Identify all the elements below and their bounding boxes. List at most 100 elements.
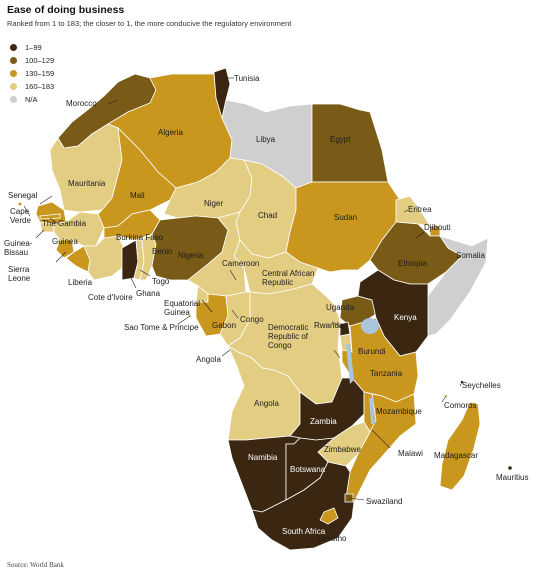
label-comoros: Comoros — [444, 401, 476, 410]
label-sao-tome: Sao Tome & Principe — [124, 323, 199, 332]
country-cape-verde[interactable] — [18, 202, 22, 206]
country-somalia[interactable] — [427, 235, 489, 337]
label-sierra-leone: Sierra Leone — [8, 265, 31, 283]
label-line: Republic of — [268, 332, 309, 341]
label-togo: Togo — [152, 277, 170, 286]
legend-item-100-129: 100–129 — [10, 54, 54, 67]
label-line: Cape — [10, 207, 30, 216]
legend-item-1-99: 1–99 — [10, 41, 54, 54]
country-sierra-leone[interactable] — [55, 239, 75, 259]
legend-item-130-159: 130–159 — [10, 67, 54, 80]
label-line: Sierra — [8, 265, 30, 274]
label-sudan: Sudan — [334, 213, 357, 222]
label-rwanda: Rwanda — [314, 321, 344, 330]
country-lesotho[interactable] — [319, 507, 339, 525]
source-note: Source: World Bank — [7, 561, 64, 569]
legend-item-na: N/A — [10, 93, 54, 106]
label-ghana: Ghana — [136, 289, 161, 298]
label-line: Republic — [262, 278, 293, 287]
country-the-gambia[interactable] — [39, 213, 61, 220]
label-kenya: Kenya — [394, 313, 417, 322]
label-mauritania: Mauritania — [68, 179, 106, 188]
legend-label: 1–99 — [25, 43, 42, 52]
label-malawi: Malawi — [398, 449, 423, 458]
label-tunisia: Tunisia — [234, 74, 260, 83]
label-ethiopia: Ethiopia — [398, 259, 427, 268]
leader-lines — [23, 77, 463, 533]
label-djibouti: Djibouti — [424, 223, 451, 232]
lake-malawi — [369, 398, 375, 424]
label-morocco: Morocco — [66, 99, 97, 108]
label-burkina-faso: Burkina Faso — [116, 233, 164, 242]
label-line: Congo — [268, 341, 292, 350]
label-guinea: Guinea — [52, 237, 78, 246]
label-egypt: Egypt — [330, 135, 351, 144]
label-car: Central African Republic — [262, 269, 314, 287]
label-somalia: Somalia — [456, 251, 485, 260]
label-cameroon: Cameroon — [222, 259, 259, 268]
label-line: Verde — [10, 216, 31, 225]
label-cote-divoire: Cote d'Ivoire — [88, 293, 133, 302]
label-algeria: Algeria — [158, 128, 183, 137]
legend-swatch-icon — [10, 70, 17, 77]
label-senegal: Senegal — [8, 191, 38, 200]
country-mozambique[interactable] — [345, 393, 417, 503]
label-madagascar: Madagascar — [434, 451, 478, 460]
label-cape-verde-line1: Cape Verde — [10, 207, 31, 225]
label-tanzania: Tanzania — [370, 369, 403, 378]
label-mozambique: Mozambique — [376, 407, 422, 416]
country-sudan[interactable] — [285, 181, 401, 273]
legend-swatch-icon — [10, 96, 17, 103]
country-madagascar[interactable] — [439, 401, 481, 491]
label-zambia: Zambia — [310, 417, 337, 426]
label-mali: Mali — [130, 191, 145, 200]
map-subtitle: Ranked from 1 to 183; the closer to 1, t… — [7, 19, 292, 28]
label-equatorial-guinea: Equatorial Guinea — [164, 299, 200, 317]
label-angola-main: Angola — [254, 399, 279, 408]
label-line: Bissau — [4, 248, 28, 257]
label-eritrea: Eritrea — [408, 205, 432, 214]
label-congo: Congo — [240, 315, 264, 324]
label-line: Guinea- — [4, 239, 33, 248]
legend-label: N/A — [25, 95, 38, 104]
label-swaziland: Swaziland — [366, 497, 402, 506]
label-gabon: Gabon — [212, 321, 236, 330]
label-the-gambia: The Gambia — [42, 219, 87, 228]
label-angola: Angola — [196, 355, 221, 364]
country-ethiopia[interactable] — [369, 221, 463, 285]
label-south-africa: South Africa — [282, 527, 326, 536]
legend-swatch-icon — [10, 83, 17, 90]
label-lesotho: Lesotho — [318, 534, 347, 543]
label-libya: Libya — [256, 135, 276, 144]
label-drc: Democratic Republic of Congo — [268, 323, 309, 350]
label-niger: Niger — [204, 199, 223, 208]
label-nigeria: Nigeria — [178, 251, 204, 260]
legend-swatch-icon — [10, 57, 17, 64]
label-guinea-bissau: Guinea-Bissau — [4, 239, 33, 257]
country-egypt[interactable] — [311, 103, 389, 183]
map-title: Ease of doing business — [7, 4, 125, 16]
country-swaziland[interactable] — [344, 493, 354, 503]
label-seychelles: Seychelles — [462, 381, 501, 390]
label-namibia: Namibia — [248, 453, 278, 462]
label-line: Equatorial — [164, 299, 200, 308]
label-mauritius: Mauritius — [496, 473, 528, 482]
label-line: Democratic — [268, 323, 308, 332]
country-mauritius[interactable] — [508, 466, 512, 470]
label-cape-verde: Cape Verde — [10, 207, 31, 225]
label-liberia: Liberia — [68, 278, 93, 287]
country-labels: Tunisia Morocco Algeria Libya Egypt Maur… — [4, 74, 528, 543]
label-burundi: Burundi — [358, 347, 386, 356]
lake-tanganyika — [346, 344, 354, 384]
legend: 1–99 100–129 130–159 160–183 N/A — [10, 41, 54, 106]
legend-label: 160–183 — [25, 82, 55, 91]
legend-label: 130–159 — [25, 69, 55, 78]
label-zimbabwe: Zimbabwe — [324, 445, 361, 454]
label-chad: Chad — [258, 211, 277, 220]
legend-item-160-183: 160–183 — [10, 80, 54, 93]
label-line: Central African — [262, 269, 314, 278]
legend-label: 100–129 — [25, 56, 55, 65]
label-line: Guinea — [164, 308, 190, 317]
lake-victoria — [361, 318, 379, 334]
